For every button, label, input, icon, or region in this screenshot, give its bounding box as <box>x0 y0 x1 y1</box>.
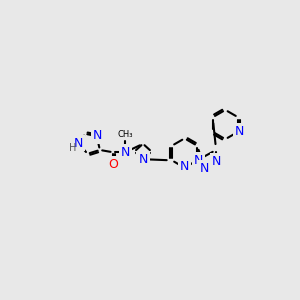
Text: H: H <box>69 143 76 153</box>
Text: N: N <box>235 125 244 138</box>
Text: N: N <box>180 160 189 173</box>
Text: N: N <box>74 136 83 149</box>
Text: N: N <box>194 154 203 167</box>
Text: N: N <box>93 129 102 142</box>
Text: N: N <box>138 153 148 166</box>
Text: O: O <box>108 158 118 171</box>
Text: N: N <box>121 146 130 159</box>
Text: CH₃: CH₃ <box>118 130 133 139</box>
Text: N: N <box>212 155 221 168</box>
Text: N: N <box>200 162 209 175</box>
